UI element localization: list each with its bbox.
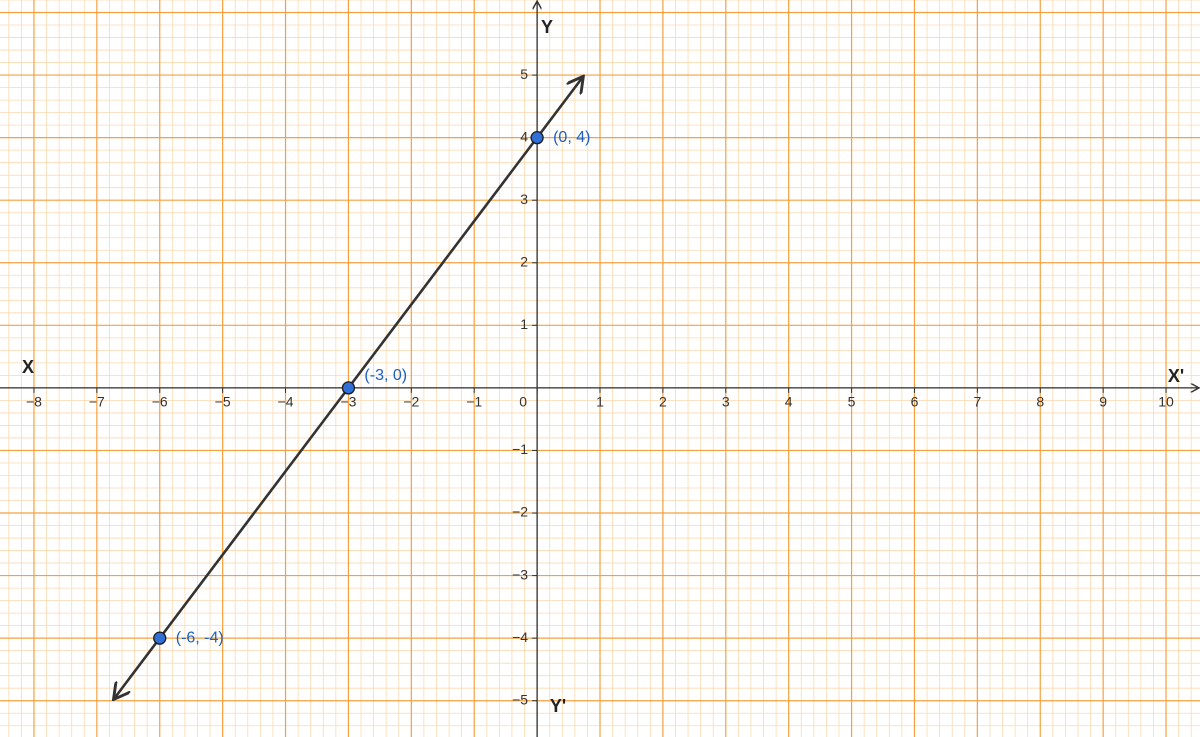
x-tick-label: 2 <box>659 394 667 410</box>
x-tick-label: −4 <box>278 394 294 410</box>
point-label: (-6, -4) <box>176 629 224 646</box>
x-axis-label: X <box>22 357 34 377</box>
x-tick-label: 1 <box>596 394 604 410</box>
x-axis-label: X' <box>1168 366 1184 386</box>
x-tick-label: 9 <box>1099 394 1107 410</box>
y-tick-label: 4 <box>520 128 528 144</box>
x-tick-label: 4 <box>785 394 793 410</box>
x-tick-label: −8 <box>26 394 42 410</box>
y-tick-label: −5 <box>512 691 528 707</box>
x-tick-label: 3 <box>722 394 730 410</box>
x-tick-label: −7 <box>89 394 105 410</box>
x-tick-label: 8 <box>1036 394 1044 410</box>
x-tick-label: 6 <box>911 394 919 410</box>
x-tick-label: 0 <box>519 394 527 410</box>
x-tick-label: −2 <box>403 394 419 410</box>
x-tick-label: −5 <box>215 394 231 410</box>
y-tick-label: 5 <box>520 66 528 82</box>
x-tick-label: 7 <box>973 394 981 410</box>
line-extension <box>115 637 161 698</box>
point-label: (-3, 0) <box>364 367 407 384</box>
y-tick-label: −4 <box>512 629 528 645</box>
x-tick-label: −1 <box>466 394 482 410</box>
point <box>153 631 167 645</box>
y-axis-label: Y' <box>550 696 566 716</box>
y-tick-label: 3 <box>520 191 528 207</box>
x-tick-label: −3 <box>340 394 356 410</box>
y-tick-label: −2 <box>512 504 528 520</box>
y-tick-label: −1 <box>512 441 528 457</box>
x-tick-label: 5 <box>848 394 856 410</box>
line-extension <box>536 78 582 139</box>
point-label: (0, 4) <box>553 129 590 146</box>
y-tick-label: −3 <box>512 566 528 582</box>
x-tick-label: 10 <box>1158 394 1174 410</box>
x-tick-label: −6 <box>152 394 168 410</box>
y-tick-label: 1 <box>520 316 528 332</box>
y-axis-label: Y <box>541 17 553 37</box>
point <box>530 130 544 145</box>
point <box>341 381 356 395</box>
y-tick-label: 2 <box>520 253 528 269</box>
